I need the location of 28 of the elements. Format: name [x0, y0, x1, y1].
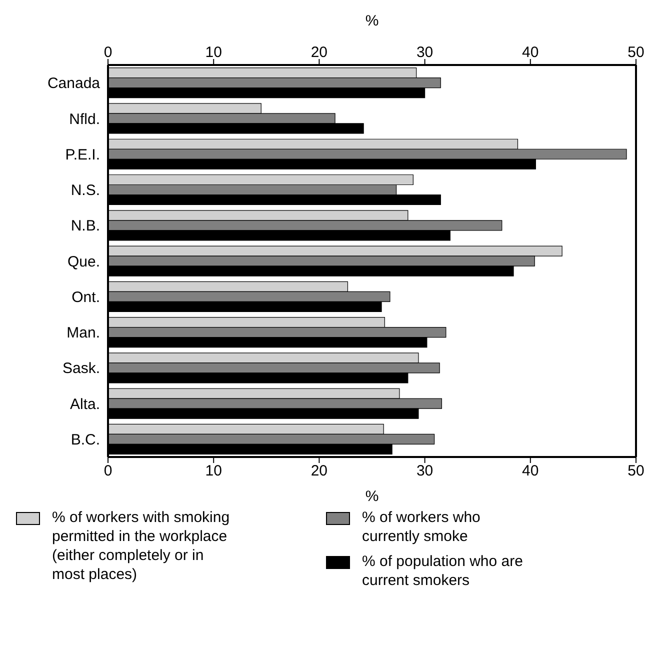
y-tick-label: Man. [66, 324, 100, 342]
y-tick-label: Alta. [70, 396, 100, 413]
x2-tick-label: 40 [522, 44, 539, 61]
legend-label: % of workers who currently smoke [362, 508, 482, 546]
legend-label: % of population who are current smokers [362, 552, 524, 590]
x-tick-label: 20 [310, 462, 328, 480]
x2-axis-title: % [365, 12, 379, 30]
y-tick-label: Canada [47, 75, 101, 92]
y-tick-label: N.S. [70, 182, 100, 200]
x2-tick-label: 10 [205, 44, 222, 61]
legend-label: % of workers with smoking permitted in the workplace (either completely or in most places) [52, 508, 231, 584]
y-tick-label: Sask. [62, 360, 100, 378]
x-tick-label: 30 [416, 462, 434, 480]
x-axis-title: % [365, 488, 379, 505]
y-tick-label: Ont. [72, 288, 100, 306]
y-tick-label: N.B. [70, 218, 100, 235]
x2-tick-label: 20 [310, 44, 328, 61]
x-tick-label: 50 [628, 462, 644, 480]
y-tick-label: Que. [67, 253, 100, 270]
y-tick-label: P.E.I. [65, 146, 100, 164]
x2-tick-label: 50 [628, 44, 644, 61]
y-tick-label: B.C. [70, 432, 100, 449]
x-tick-label: 40 [522, 462, 539, 480]
y-tick-label: Nfld. [69, 110, 100, 128]
x2-tick-label: 30 [416, 44, 434, 61]
x-tick-label: 10 [205, 462, 222, 480]
x-tick-label: 0 [104, 462, 112, 480]
x2-tick-label: 0 [104, 44, 112, 61]
